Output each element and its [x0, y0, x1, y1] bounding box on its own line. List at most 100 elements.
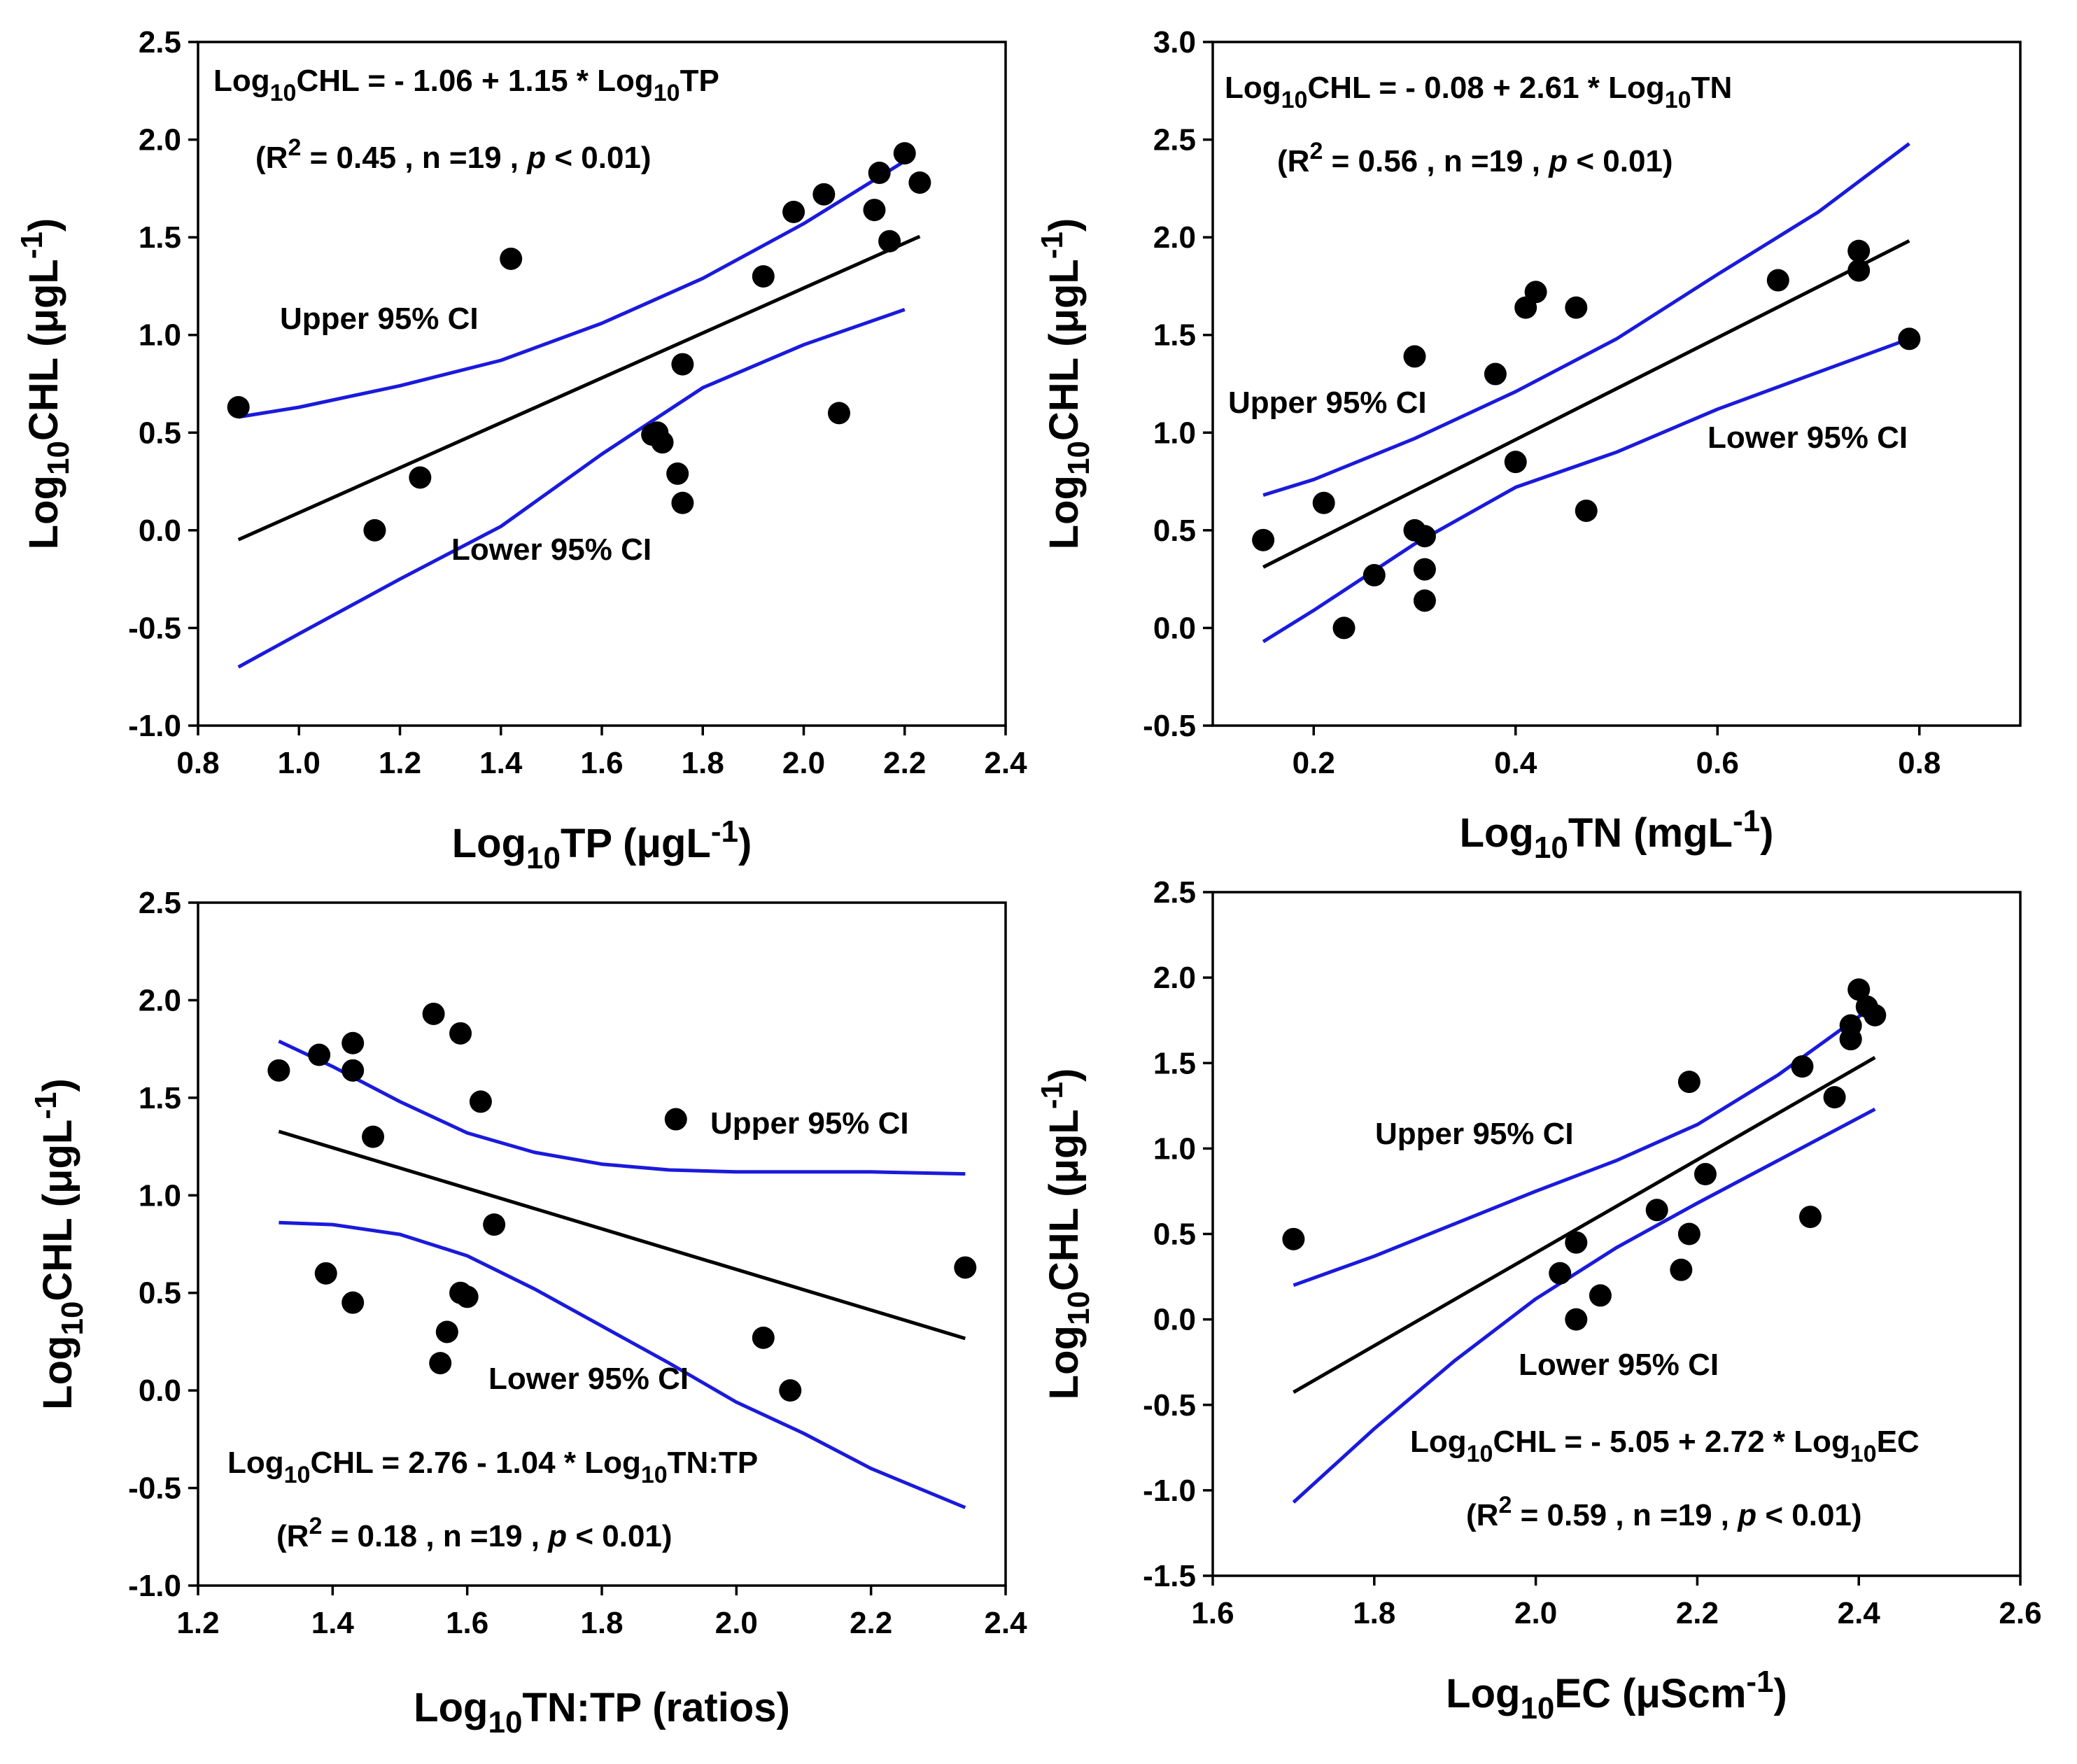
y-tick-label: 2.0 [139, 123, 181, 157]
x-tick-label: 1.8 [682, 746, 724, 780]
y-axis-title: Log10CHL (μgL-1) [15, 218, 76, 550]
y-tick-label: 2.0 [1153, 961, 1196, 995]
y-tick-label: 1.5 [1153, 318, 1196, 353]
upper-ci-line [238, 160, 906, 419]
y-tick-label: 0.0 [1153, 1303, 1196, 1337]
y-tick-label: 0.5 [139, 416, 181, 450]
y-tick-label: 0.0 [139, 1374, 181, 1408]
upper-ci-line [1262, 142, 1910, 497]
data-point [308, 1043, 331, 1066]
x-tick-label: 1.8 [1353, 1596, 1395, 1630]
y-axis-title: Log10CHL (μgL-1) [1035, 218, 1096, 550]
data-point [868, 162, 891, 185]
x-tick-label: 2.6 [1999, 1596, 2041, 1630]
y-tick-label: 1.0 [139, 318, 181, 353]
plot-frame [1211, 891, 2022, 1577]
data-point [1847, 239, 1871, 262]
data-point [1766, 269, 1789, 292]
x-axis-title: Log10TN:TP (ratios) [414, 1685, 790, 1740]
data-point [671, 353, 694, 376]
y-tick-label: 1.0 [1153, 416, 1196, 450]
data-point [1565, 296, 1588, 319]
x-tick-label: 0.8 [1898, 746, 1941, 780]
data-point [1312, 491, 1335, 514]
regression-stats: (R2 = 0.59 , n =19 , p < 0.01) [1466, 1492, 1862, 1532]
plot-frame [1211, 41, 2022, 727]
data-point [954, 1256, 977, 1279]
x-tick-label: 0.4 [1494, 746, 1537, 780]
y-tick-label: 0.5 [1153, 1218, 1196, 1252]
data-point [664, 1108, 687, 1131]
lower-ci-line [1262, 337, 1910, 644]
upper-ci-label: Upper 95% CI [280, 302, 479, 336]
regression-line [1262, 239, 1910, 569]
regression-line [278, 1129, 966, 1341]
data-point [752, 1326, 775, 1349]
y-tick-label: 1.5 [139, 220, 181, 255]
x-tick-label: 2.4 [984, 1606, 1027, 1640]
y-tick-label: 2.5 [139, 886, 181, 920]
regression-equation: Log10CHL = 2.76 - 1.04 * Log10TN:TP [227, 1446, 758, 1488]
data-point [342, 1059, 365, 1082]
data-point [1847, 978, 1871, 1001]
data-point [267, 1059, 290, 1082]
upper-ci-line [278, 1039, 966, 1176]
x-axis-title: Log10EC (μScm-1) [1446, 1665, 1787, 1726]
x-axis-title: Log10TN (mgL-1) [1460, 804, 1774, 865]
data-point [435, 1320, 458, 1343]
y-tick-label: 2.5 [1153, 123, 1196, 157]
x-tick-label: 0.8 [176, 746, 219, 780]
lower-ci-label: Lower 95% CI [488, 1362, 689, 1396]
upper-ci-label: Upper 95% CI [710, 1106, 909, 1141]
x-tick-label: 1.2 [176, 1606, 219, 1640]
y-tick-label: -0.5 [1143, 709, 1196, 743]
data-point [422, 1002, 445, 1025]
x-tick-label: 1.4 [479, 746, 523, 780]
x-tick-label: 1.6 [580, 746, 623, 780]
x-tick-label: 0.2 [1293, 746, 1335, 780]
data-point [1864, 1003, 1887, 1026]
data-point [1413, 558, 1436, 581]
x-tick-label: 1.8 [580, 1606, 623, 1640]
data-point [1252, 528, 1275, 551]
lower-ci-line [279, 1220, 966, 1509]
upper-ci-line [1293, 1003, 1876, 1287]
data-point [1549, 1262, 1572, 1285]
data-point [827, 402, 850, 425]
data-point [1565, 1231, 1588, 1254]
data-point [752, 264, 775, 288]
data-point [429, 1352, 452, 1375]
data-point [1694, 1163, 1717, 1186]
y-tick-label: -0.5 [1143, 1388, 1196, 1423]
data-point [908, 171, 931, 194]
lower-ci-label: Lower 95% CI [1708, 421, 1908, 455]
data-point [1798, 1206, 1822, 1229]
x-tick-label: 2.0 [1514, 1596, 1557, 1630]
y-tick-label: 1.5 [1153, 1046, 1196, 1080]
y-tick-label: 2.5 [139, 25, 181, 59]
regression-stats: (R2 = 0.45 , n =19 , p < 0.01) [255, 134, 652, 175]
x-tick-label: 2.2 [850, 1606, 892, 1640]
data-point [893, 142, 916, 165]
data-point [1363, 564, 1386, 587]
data-point [1670, 1258, 1693, 1281]
y-tick-label: -1.0 [1143, 1474, 1196, 1508]
data-point [1504, 451, 1527, 474]
y-axis-title: Log10CHL (μgL-1) [29, 1078, 90, 1410]
y-axis-title: Log10CHL (μgL-1) [1035, 1068, 1096, 1400]
data-point [1677, 1071, 1701, 1094]
chart-panel-4: -1.5 -1.0 -0.5 0.0 0.5 1.0 1.5 2.0 2.5 1.6 1.8 2.0 2… [1035, 875, 2042, 1726]
lower-ci-label: Lower 95% CI [451, 532, 652, 567]
data-point [409, 466, 432, 489]
data-point [1332, 616, 1356, 640]
data-point [483, 1213, 506, 1236]
y-tick-label: 0.0 [139, 514, 181, 548]
x-tick-label: 1.2 [379, 746, 421, 780]
y-tick-label: 0.0 [1153, 611, 1196, 645]
lower-ci-label: Lower 95% CI [1519, 1348, 1719, 1382]
data-point [1898, 327, 1921, 351]
data-point [342, 1031, 365, 1054]
data-point [1847, 259, 1871, 282]
data-point [812, 183, 836, 206]
